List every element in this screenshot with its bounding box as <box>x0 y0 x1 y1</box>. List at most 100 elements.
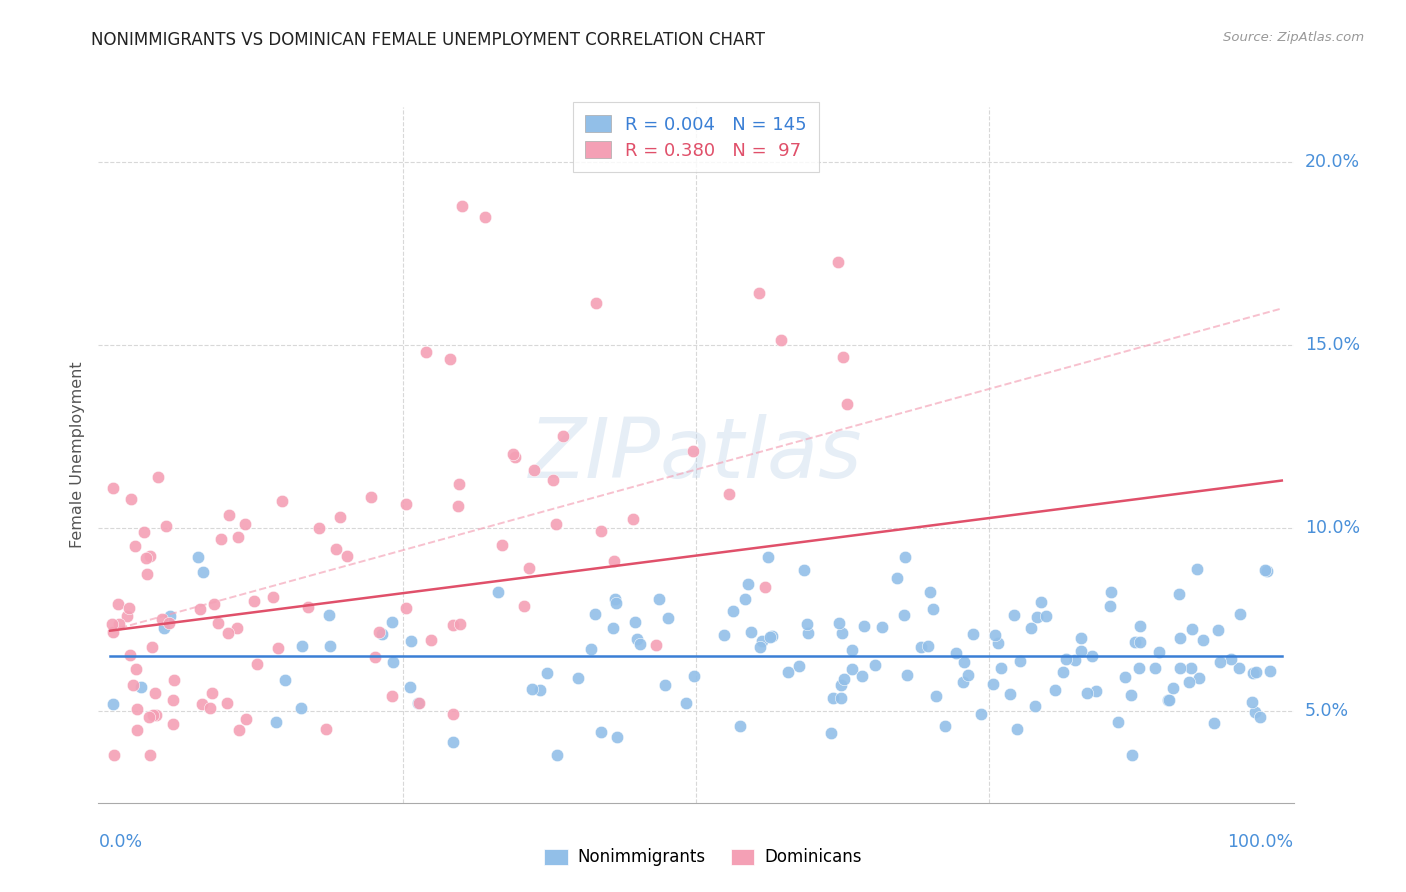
Point <box>675 696 697 710</box>
Point <box>1099 585 1122 599</box>
Point <box>1258 664 1281 678</box>
Point <box>820 726 842 740</box>
Point <box>754 580 776 594</box>
Point <box>734 591 756 606</box>
Point <box>657 611 679 625</box>
Point <box>830 677 852 691</box>
Point <box>1076 686 1098 700</box>
Point <box>1144 661 1167 675</box>
Point <box>217 696 239 710</box>
Point <box>127 702 149 716</box>
Point <box>381 655 404 669</box>
Point <box>1099 599 1122 613</box>
Point <box>146 470 169 484</box>
Y-axis label: Female Unemployment: Female Unemployment <box>69 361 84 549</box>
Point <box>188 602 211 616</box>
Point <box>1241 665 1264 680</box>
Point <box>153 621 176 635</box>
Point <box>713 628 735 642</box>
Point <box>290 639 312 653</box>
Point <box>626 632 648 647</box>
Point <box>1010 654 1032 668</box>
Point <box>998 687 1021 701</box>
Text: Source: ZipAtlas.com: Source: ZipAtlas.com <box>1223 31 1364 45</box>
Text: 20.0%: 20.0% <box>1305 153 1360 171</box>
Point <box>952 675 974 690</box>
Point <box>544 516 567 531</box>
Point <box>441 734 464 748</box>
Point <box>851 668 873 682</box>
Point <box>381 615 404 629</box>
Point <box>395 600 418 615</box>
Legend: R = 0.004   N = 145, R = 0.380   N =  97: R = 0.004 N = 145, R = 0.380 N = 97 <box>572 103 820 172</box>
Point <box>449 616 471 631</box>
Point <box>832 672 855 686</box>
Point <box>896 668 918 682</box>
Point <box>778 665 800 679</box>
Point <box>201 686 224 700</box>
Point <box>1002 608 1025 623</box>
Point <box>450 199 472 213</box>
Text: 100.0%: 100.0% <box>1227 833 1294 851</box>
Point <box>101 616 124 631</box>
Point <box>647 591 669 606</box>
Point <box>621 512 644 526</box>
Point <box>1026 610 1049 624</box>
Point <box>1161 681 1184 695</box>
Point <box>218 508 240 522</box>
Point <box>162 717 184 731</box>
Point <box>962 627 984 641</box>
Point <box>823 691 845 706</box>
Point <box>217 626 239 640</box>
Point <box>399 633 422 648</box>
Point <box>1209 655 1232 669</box>
Point <box>262 590 284 604</box>
Point <box>567 671 589 685</box>
Point <box>893 608 915 623</box>
Point <box>273 673 295 687</box>
Point <box>536 665 558 680</box>
Point <box>139 549 162 564</box>
Point <box>990 660 1012 674</box>
Point <box>581 641 603 656</box>
Point <box>543 473 565 487</box>
Point <box>591 724 613 739</box>
Point <box>408 696 430 710</box>
Point <box>721 603 744 617</box>
Point <box>1129 619 1152 633</box>
Point <box>141 640 163 655</box>
Point <box>308 521 330 535</box>
Point <box>1019 621 1042 635</box>
Point <box>233 517 256 532</box>
Point <box>1157 692 1180 706</box>
Point <box>546 748 568 763</box>
Point <box>602 621 624 635</box>
Point <box>797 626 820 640</box>
Point <box>491 538 513 552</box>
Point <box>1180 660 1202 674</box>
Point <box>740 624 762 639</box>
Point <box>1128 661 1150 675</box>
Point <box>984 627 1007 641</box>
Point <box>1181 622 1204 636</box>
Point <box>124 539 146 553</box>
Point <box>1084 683 1107 698</box>
Point <box>406 696 429 710</box>
Point <box>329 510 352 524</box>
Point <box>371 627 394 641</box>
Point <box>187 550 209 565</box>
Point <box>207 616 229 631</box>
Point <box>368 624 391 639</box>
Point <box>267 641 290 656</box>
Point <box>1024 698 1046 713</box>
Point <box>364 650 387 665</box>
Point <box>654 678 676 692</box>
Point <box>682 443 704 458</box>
Point <box>585 296 607 310</box>
Point <box>415 345 437 359</box>
Point <box>503 450 526 464</box>
Point <box>163 673 186 687</box>
Point <box>145 707 167 722</box>
Point <box>159 608 181 623</box>
Point <box>336 549 359 564</box>
